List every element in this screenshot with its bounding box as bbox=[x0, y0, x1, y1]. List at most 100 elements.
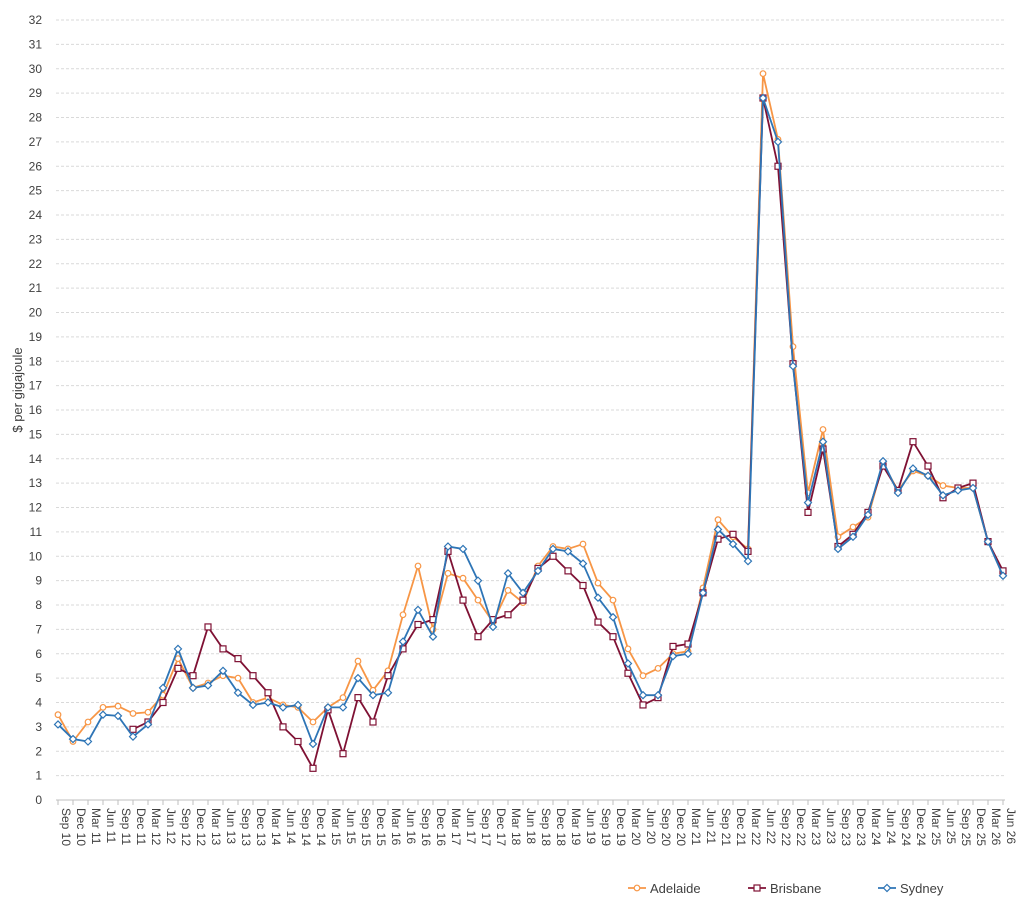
data-point-sydney bbox=[53, 720, 63, 729]
data-point-sydney bbox=[698, 588, 708, 598]
data-point-sydney bbox=[848, 532, 858, 542]
data-point-sydney bbox=[968, 483, 978, 493]
data-point-brisbane bbox=[129, 725, 137, 733]
data-point-adelaide bbox=[474, 596, 482, 604]
data-point-sydney bbox=[638, 690, 648, 700]
data-point-sydney bbox=[998, 571, 1008, 581]
data-point-brisbane bbox=[294, 737, 302, 746]
data-point-sydney bbox=[653, 690, 663, 700]
x-tick-label: Dec 23 bbox=[854, 808, 868, 846]
x-tick-label: Sep 17 bbox=[479, 808, 493, 846]
x-tick-label: Dec 22 bbox=[794, 808, 808, 846]
data-point-brisbane bbox=[189, 672, 197, 680]
y-tick-label: 30 bbox=[29, 62, 43, 76]
x-tick-label: Jun 23 bbox=[824, 808, 838, 844]
x-tick-label: Mar 18 bbox=[509, 808, 523, 846]
data-point-sydney bbox=[398, 637, 408, 646]
data-point-adelaide bbox=[594, 579, 602, 587]
y-tick-label: 4 bbox=[35, 696, 42, 710]
y-tick-label: 18 bbox=[29, 354, 43, 368]
data-point-sydney bbox=[248, 700, 258, 710]
x-tick-label: Jun 16 bbox=[404, 808, 418, 844]
y-tick-label: 21 bbox=[29, 281, 43, 295]
x-tick-label: Jun 13 bbox=[224, 808, 238, 844]
x-tick-label: Dec 19 bbox=[614, 808, 628, 846]
x-tick-label: Jun 11 bbox=[104, 808, 118, 843]
data-point-brisbane bbox=[174, 664, 182, 672]
data-point-brisbane bbox=[279, 723, 287, 731]
data-point-sydney bbox=[278, 703, 288, 712]
legend-item-brisbane: Brisbane bbox=[748, 881, 821, 896]
data-point-adelaide bbox=[624, 645, 632, 653]
data-point-sydney bbox=[893, 488, 903, 498]
data-point-sydney bbox=[773, 137, 783, 147]
x-tick-label: Sep 14 bbox=[299, 808, 313, 846]
data-point-adelaide bbox=[129, 710, 137, 717]
series-layer bbox=[53, 70, 1008, 772]
data-point-brisbane bbox=[564, 567, 572, 575]
data-point-adelaide bbox=[579, 540, 587, 548]
x-tick-label: Sep 10 bbox=[59, 808, 73, 846]
data-point-adelaide bbox=[54, 711, 62, 719]
legend-label-brisbane: Brisbane bbox=[770, 881, 821, 896]
x-tick-label: Sep 18 bbox=[539, 808, 553, 846]
data-point-adelaide bbox=[354, 657, 362, 665]
y-tick-label: 24 bbox=[29, 208, 43, 222]
x-tick-label: Mar 15 bbox=[329, 808, 343, 846]
data-point-brisbane bbox=[729, 530, 737, 538]
y-tick-label: 32 bbox=[29, 13, 43, 27]
x-tick-label: Sep 13 bbox=[239, 808, 253, 846]
data-point-brisbane bbox=[909, 438, 917, 446]
data-point-brisbane bbox=[309, 764, 317, 772]
x-tick-label: Dec 17 bbox=[494, 808, 508, 846]
data-point-adelaide bbox=[399, 611, 407, 619]
y-tick-label: 17 bbox=[29, 379, 43, 393]
data-point-brisbane bbox=[219, 645, 227, 653]
data-point-sydney bbox=[458, 544, 468, 554]
data-point-sydney bbox=[953, 486, 963, 495]
data-point-adelaide bbox=[849, 523, 857, 531]
x-tick-label: Jun 17 bbox=[464, 808, 478, 844]
data-point-sydney bbox=[668, 651, 678, 661]
data-point-sydney bbox=[923, 471, 933, 481]
y-tick-label: 26 bbox=[29, 159, 43, 173]
legend-marker-adelaide bbox=[633, 884, 641, 892]
data-point-sydney bbox=[263, 698, 273, 707]
x-tick-label: Dec 10 bbox=[74, 808, 88, 846]
x-tick-label: Dec 20 bbox=[674, 808, 688, 846]
data-point-brisbane bbox=[159, 698, 167, 707]
y-tick-label: 0 bbox=[35, 793, 42, 807]
y-tick-label: 23 bbox=[29, 232, 43, 246]
x-tick-label: Jun 24 bbox=[884, 808, 898, 844]
data-point-brisbane bbox=[519, 596, 527, 604]
y-axis-ticks: 0123456789101112131415161718192021222324… bbox=[29, 13, 43, 807]
y-axis-label: $ per gigajoule bbox=[10, 347, 25, 432]
legend-marker-sydney bbox=[882, 883, 892, 893]
y-tick-label: 29 bbox=[29, 86, 43, 100]
x-tick-label: Jun 22 bbox=[764, 808, 778, 844]
data-point-brisbane bbox=[264, 689, 272, 697]
data-point-brisbane bbox=[774, 162, 782, 170]
data-point-brisbane bbox=[354, 694, 362, 702]
y-tick-label: 12 bbox=[29, 501, 43, 515]
data-point-sydney bbox=[203, 681, 213, 690]
y-tick-label: 2 bbox=[35, 744, 42, 758]
x-tick-label: Mar 14 bbox=[269, 808, 283, 846]
data-point-sydney bbox=[173, 644, 183, 654]
y-tick-label: 31 bbox=[29, 37, 43, 51]
legend-item-adelaide: Adelaide bbox=[628, 881, 701, 896]
x-tick-label: Jun 21 bbox=[704, 808, 718, 844]
data-point-sydney bbox=[353, 673, 363, 683]
data-point-sydney bbox=[233, 688, 243, 698]
data-point-adelaide bbox=[504, 586, 512, 594]
data-point-sydney bbox=[143, 720, 153, 729]
data-point-sydney bbox=[443, 542, 453, 551]
data-point-brisbane bbox=[339, 750, 347, 758]
data-point-sydney bbox=[728, 539, 738, 549]
data-point-sydney bbox=[308, 739, 318, 749]
y-tick-label: 5 bbox=[35, 671, 42, 685]
x-axis-ticks: Sep 10 Dec 10 Mar 11 Jun 11 Sep 11 Dec 11 Mar … bbox=[57, 800, 1018, 846]
x-tick-label: Jun 15 bbox=[344, 808, 358, 844]
data-point-adelaide bbox=[99, 703, 107, 711]
data-point-sydney bbox=[293, 700, 303, 710]
